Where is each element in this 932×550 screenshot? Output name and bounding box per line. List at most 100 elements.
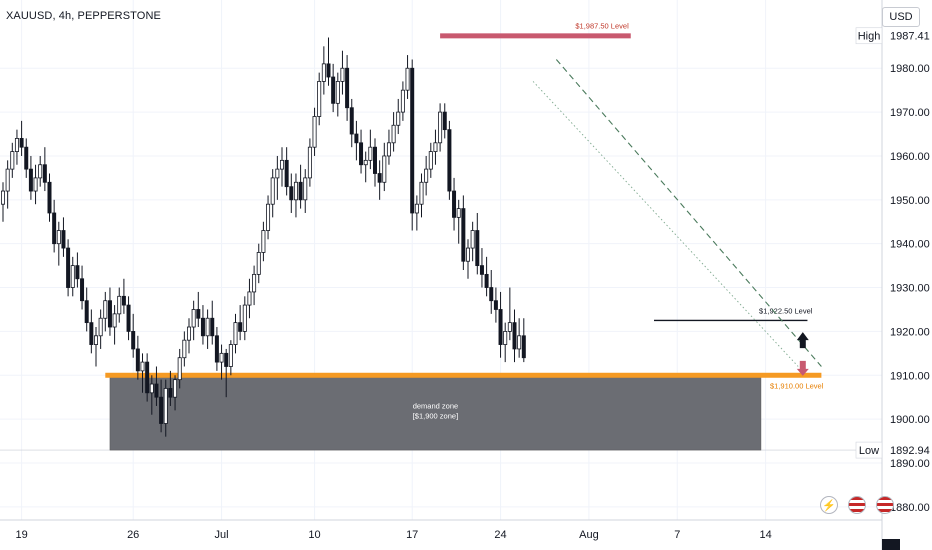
- candle-down: [479, 265, 484, 275]
- candle-up: [261, 230, 266, 253]
- candle-down: [131, 331, 136, 350]
- candle-down: [484, 273, 489, 288]
- candlesticks: [0, 37, 526, 437]
- x-tick-labels: 19 26 Jul 10 17 24 Aug 7 14: [15, 529, 771, 541]
- candle-up: [293, 181, 298, 201]
- symbol-title: XAUUSD, 4h, PEPPERSTONE: [6, 10, 161, 22]
- candle-down: [75, 265, 80, 280]
- candle-down: [145, 361, 150, 394]
- currency-button[interactable]: USD: [882, 7, 920, 27]
- candle-up: [428, 151, 433, 170]
- price-badges: High 1987.41 Low 1892.94: [855, 27, 932, 459]
- candle-up: [507, 322, 512, 332]
- candle-down: [498, 309, 503, 345]
- candle-down: [200, 317, 205, 337]
- candle-up: [186, 326, 191, 341]
- level-middle-label: $1,922.50 Level: [759, 306, 813, 315]
- y-tick-label: 1980.00: [890, 63, 930, 75]
- trendline-dashed: [555, 59, 822, 367]
- candle-up: [242, 304, 247, 332]
- low-value: 1892.94: [890, 445, 930, 457]
- candle-up: [433, 142, 438, 152]
- candle-up: [38, 164, 43, 179]
- candle-up: [307, 146, 312, 179]
- candle-up: [177, 357, 182, 381]
- candle-up: [56, 230, 61, 245]
- candle-up: [219, 352, 224, 363]
- candle-down: [359, 142, 364, 166]
- candle-down: [298, 181, 303, 201]
- candle-up: [465, 247, 470, 262]
- x-tick-label: 7: [674, 529, 680, 541]
- candle-down: [89, 322, 94, 345]
- demand-zone-sublabel: [$1,900 zone]: [413, 412, 458, 421]
- event-icons: ⚡: [820, 496, 894, 514]
- y-tick-label: 1940.00: [890, 239, 930, 251]
- candle-up: [182, 339, 187, 359]
- candle-down: [224, 352, 229, 367]
- candle-up: [94, 335, 99, 345]
- demand-zone[interactable]: demand zone[$1,900 zone]: [109, 375, 762, 451]
- candle-down: [52, 212, 57, 245]
- candle-down: [24, 146, 29, 170]
- candle-up: [33, 177, 38, 192]
- demand-zone-rect: [109, 375, 762, 451]
- candle-down: [159, 396, 164, 424]
- candle-up: [140, 361, 145, 372]
- candle-down: [447, 129, 452, 192]
- candle-down: [284, 159, 289, 188]
- us-flag-icon[interactable]: [848, 496, 866, 514]
- candle-up: [382, 155, 387, 183]
- high-value-box: [883, 27, 932, 44]
- candle-up: [391, 124, 396, 144]
- scroll-corner[interactable]: [882, 539, 900, 550]
- candle-up: [517, 335, 522, 350]
- candle-down: [19, 138, 24, 148]
- arrows[interactable]: [796, 332, 809, 376]
- y-tick-label: 1880.00: [890, 502, 930, 514]
- candle-up: [335, 81, 340, 104]
- candle-up: [340, 67, 345, 82]
- x-tick-label: 26: [127, 529, 139, 541]
- high-value: 1987.41: [890, 31, 930, 43]
- lightning-icon[interactable]: ⚡: [820, 496, 838, 514]
- low-value-box: [883, 442, 932, 459]
- candle-down: [372, 146, 377, 174]
- y-tick-label: 1950.00: [890, 195, 930, 207]
- candle-down: [354, 133, 359, 144]
- y-tick-labels: 1880.00 1890.00 1900.00 1910.00 1920.00 1930.…: [890, 63, 930, 514]
- candle-up: [270, 177, 275, 205]
- candle-down: [326, 63, 331, 78]
- candle-up: [419, 181, 424, 205]
- candle-up: [405, 67, 410, 91]
- level-upper-label: $1,987.50 Level: [575, 21, 629, 30]
- candle-up: [470, 230, 475, 249]
- arrow-up: [796, 332, 809, 349]
- candle-up: [400, 89, 405, 113]
- candle-up: [70, 265, 75, 288]
- candle-up: [303, 177, 308, 201]
- trendlines[interactable]: [532, 59, 822, 367]
- y-tick-label: 1910.00: [890, 370, 930, 382]
- demand-zone-label: demand zone: [413, 402, 458, 411]
- candle-down: [214, 335, 219, 363]
- candle-down: [107, 300, 112, 328]
- candle-up: [205, 317, 210, 337]
- candle-up: [112, 313, 117, 328]
- candle-up: [98, 317, 103, 337]
- x-tick-label: 24: [494, 529, 506, 541]
- us-flag-icon-2[interactable]: [876, 496, 894, 514]
- candle-down: [493, 300, 498, 310]
- low-label-box: [855, 441, 883, 459]
- candle-up: [503, 331, 508, 345]
- candle-up: [252, 273, 257, 293]
- high-label: High: [858, 31, 881, 43]
- candle-up: [317, 81, 322, 117]
- candle-up: [396, 111, 401, 126]
- candle-down: [489, 287, 494, 302]
- candle-down: [377, 173, 382, 183]
- candle-up: [149, 383, 154, 394]
- candle-up: [14, 138, 19, 152]
- candle-up: [456, 208, 461, 218]
